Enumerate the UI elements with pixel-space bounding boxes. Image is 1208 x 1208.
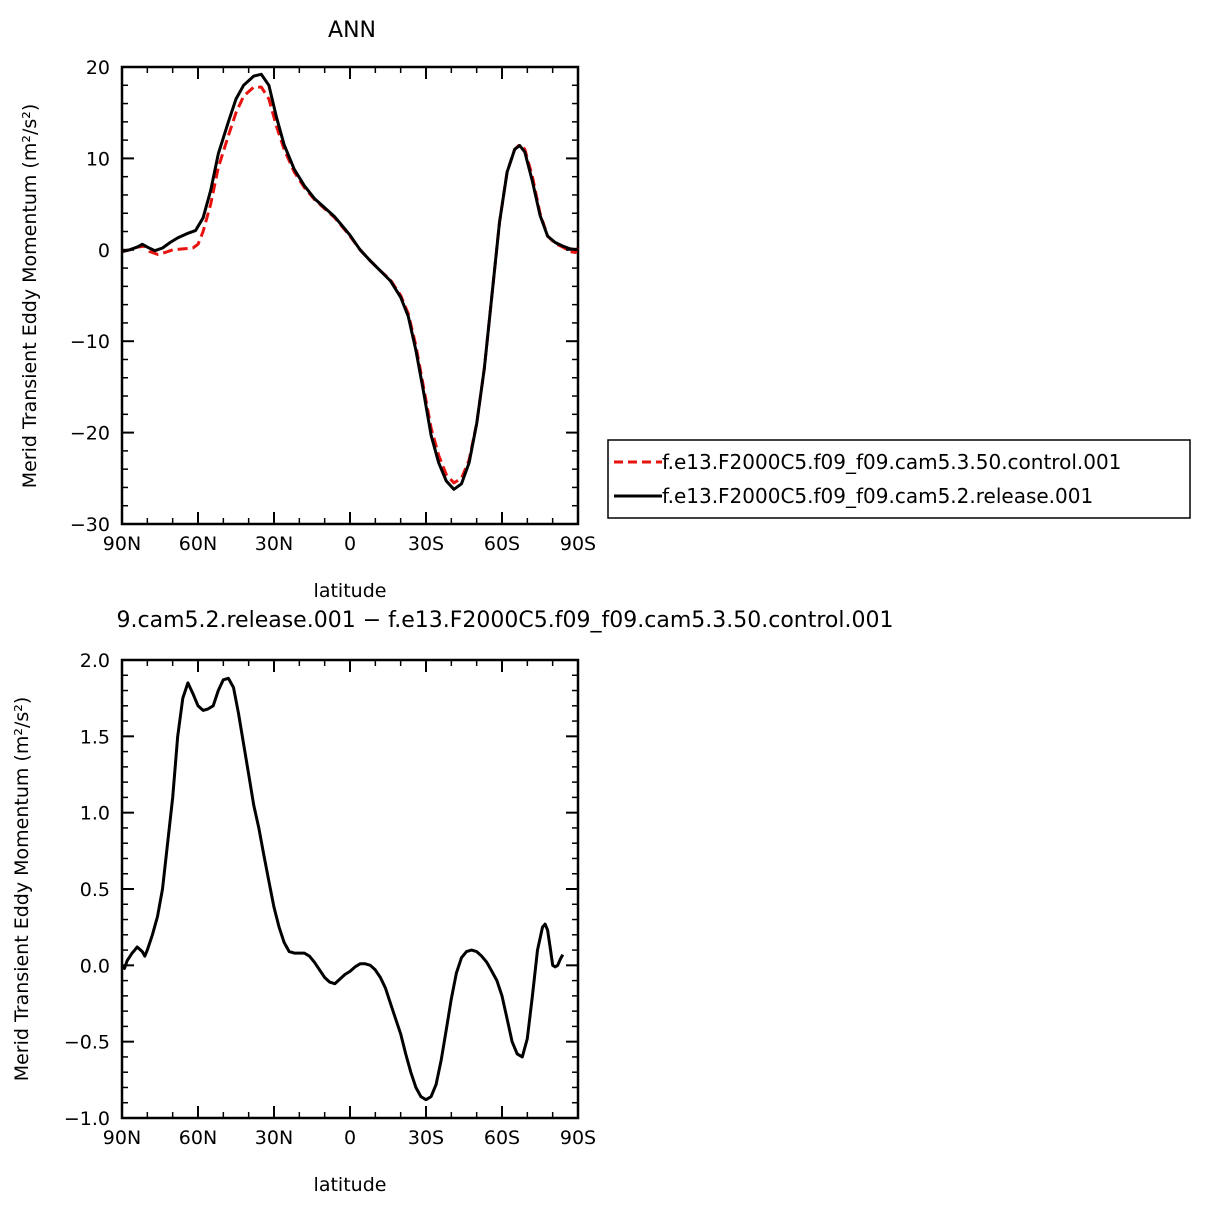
y-tick-label: 0.5 — [80, 879, 110, 901]
top-y-axis-label: Merid Transient Eddy Momentum (m²/s²) — [19, 104, 41, 489]
bottom-series-lines — [120, 676, 565, 1102]
series-line-1 — [121, 72, 579, 491]
top-series-lines — [121, 72, 580, 491]
bottom-x-axis-label: latitude — [314, 1174, 387, 1196]
x-tick-label: 0 — [344, 533, 356, 555]
x-tick-label: 30S — [408, 1127, 444, 1149]
bottom-panel: 9.cam5.2.release.001 − f.e13.F2000C5.f09… — [11, 608, 893, 1196]
top-axis-ticks: 90N 60N 30N 0 30S 60S 90S −30 −20 −10 0 10 20 — [70, 57, 596, 555]
bottom-axis-ticks: 90N 60N 30N 0 30S 60S 90S −1.0 −0.5 0.0 0.5 1.0 1.5 2… — [64, 650, 596, 1149]
top-x-axis-label: latitude — [314, 580, 387, 602]
x-tick-label: 90S — [560, 533, 596, 555]
y-tick-label: −20 — [70, 423, 110, 445]
y-tick-label: −30 — [70, 514, 110, 536]
y-tick-label: 1.5 — [80, 726, 110, 748]
y-tick-label: 1.0 — [80, 803, 110, 825]
y-tick-label: −0.5 — [64, 1032, 110, 1054]
y-tick-label: 20 — [86, 57, 110, 79]
x-tick-label: 60N — [179, 1127, 217, 1149]
y-tick-label: 2.0 — [80, 650, 110, 672]
series-line-0 — [120, 676, 565, 1102]
legend-box — [607, 439, 1191, 519]
y-tick-label: 10 — [86, 148, 110, 170]
top-plot-frame — [120, 65, 580, 526]
x-tick-label: 30N — [255, 533, 293, 555]
top-panel: ANN Merid Transient Eddy Momentum (m²/s²… — [19, 18, 1191, 602]
y-tick-label: −10 — [70, 331, 110, 353]
x-tick-label: 30S — [408, 533, 444, 555]
x-tick-label: 60S — [484, 533, 520, 555]
x-tick-label: 0 — [344, 1127, 356, 1149]
y-tick-label: 0 — [98, 240, 110, 262]
x-tick-label: 60S — [484, 1127, 520, 1149]
top-chart-title: ANN — [328, 18, 376, 43]
legend: f.e13.F2000C5.f09_f09.cam5.3.50.control.… — [607, 439, 1191, 519]
x-tick-label: 90N — [103, 1127, 141, 1149]
x-tick-label: 90N — [103, 533, 141, 555]
x-tick-label: 90S — [560, 1127, 596, 1149]
bottom-y-axis-label: Merid Transient Eddy Momentum (m²/s²) — [11, 697, 33, 1082]
legend-entry-control: f.e13.F2000C5.f09_f09.cam5.3.50.control.… — [662, 450, 1121, 474]
bottom-chart-title: 9.cam5.2.release.001 − f.e13.F2000C5.f09… — [117, 608, 894, 633]
y-tick-label: 0.0 — [80, 955, 110, 977]
bottom-plot-frame — [120, 658, 580, 1120]
legend-entry-release: f.e13.F2000C5.f09_f09.cam5.2.release.001 — [662, 484, 1093, 508]
x-tick-label: 30N — [255, 1127, 293, 1149]
series-line-0 — [121, 85, 580, 485]
x-tick-label: 60N — [179, 533, 217, 555]
y-tick-label: −1.0 — [64, 1108, 110, 1130]
